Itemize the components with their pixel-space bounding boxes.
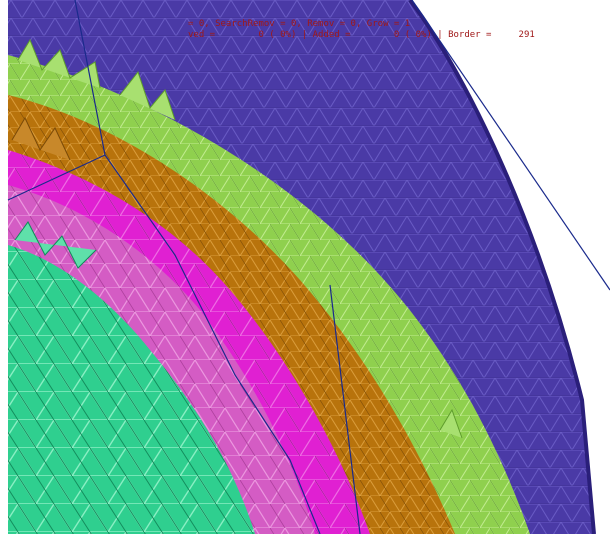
status-line-counters: = 0, SearchRemov = 0, Remov = 0, Grow = …	[188, 19, 411, 29]
wireframe-lines	[7, 0, 610, 534]
teal-core-layer	[8, 245, 255, 534]
status-line-stats: ved = 0 ( 0%) | Added = 0 ( 0%) | Border…	[188, 30, 535, 40]
layer-edge-spikes	[11, 38, 463, 439]
